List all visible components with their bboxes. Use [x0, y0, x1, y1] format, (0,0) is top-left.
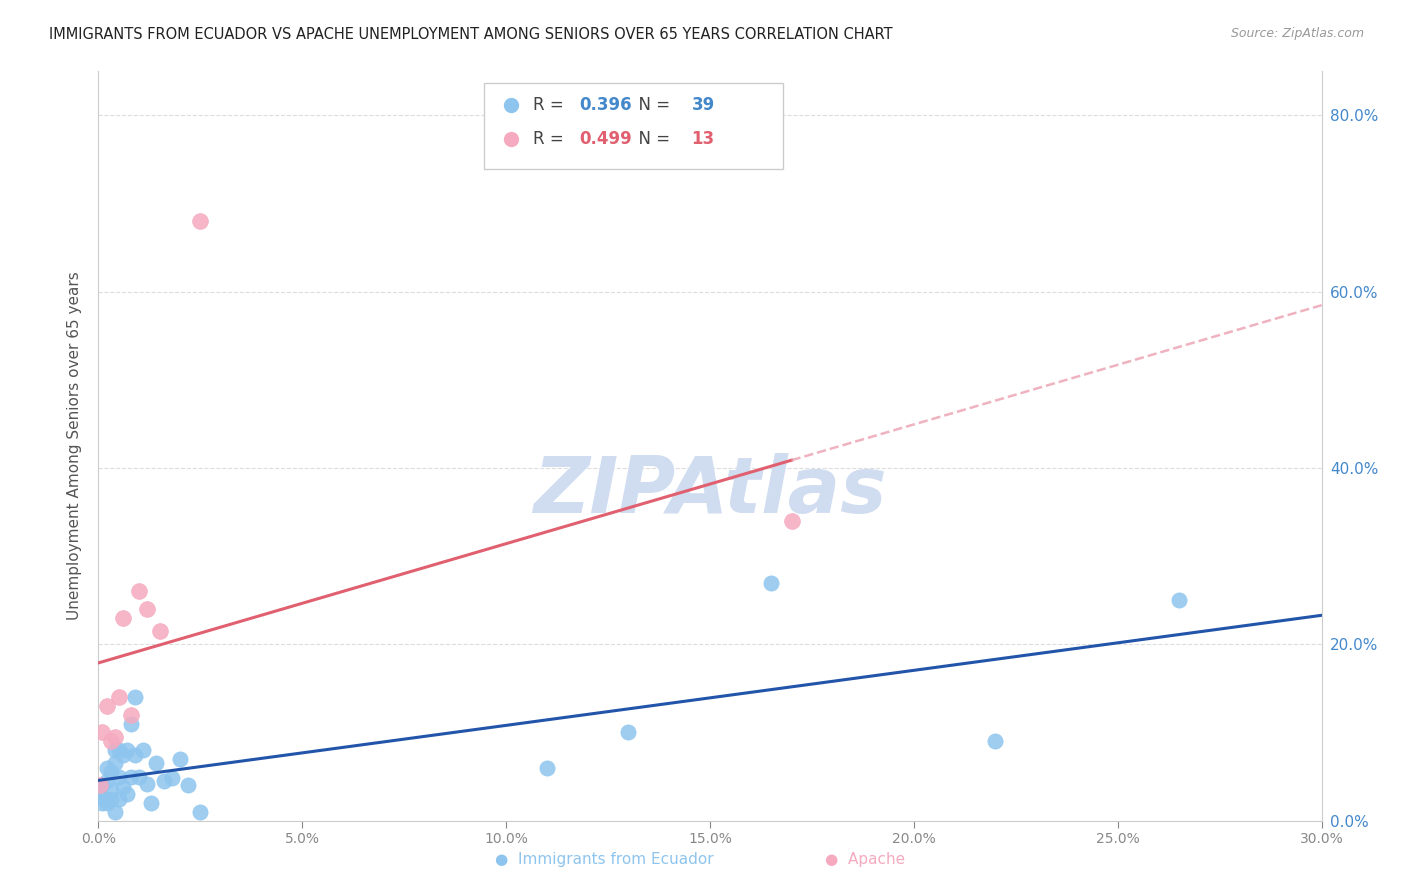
Point	[108, 770, 131, 784]
Point	[120, 716, 142, 731]
Point	[104, 756, 127, 771]
Point	[120, 707, 142, 722]
Point	[188, 805, 212, 819]
Point	[120, 770, 142, 784]
Point	[169, 752, 191, 766]
Point	[111, 780, 134, 794]
Text: 0.396: 0.396	[579, 96, 631, 114]
Point	[115, 743, 138, 757]
Point	[96, 699, 118, 714]
Point	[104, 805, 127, 819]
Point	[104, 743, 127, 757]
Point	[136, 602, 159, 616]
Point	[111, 611, 134, 625]
Point	[124, 690, 146, 705]
Text: ZIPAtlas: ZIPAtlas	[533, 453, 887, 529]
Point	[761, 575, 783, 590]
Point	[104, 730, 127, 744]
Point	[780, 514, 803, 528]
Point	[152, 774, 174, 789]
Text: ●  Apache: ● Apache	[825, 852, 904, 867]
Point	[100, 734, 122, 748]
Point	[89, 787, 111, 801]
Point	[91, 796, 114, 810]
Point	[141, 796, 163, 810]
Point	[100, 791, 122, 805]
Point	[128, 770, 150, 784]
Point	[115, 787, 138, 801]
Point	[89, 778, 111, 792]
Text: ●  Immigrants from Ecuador: ● Immigrants from Ecuador	[495, 852, 714, 867]
Point	[1167, 593, 1189, 607]
Point	[108, 791, 131, 805]
Point	[91, 725, 114, 739]
Text: N =: N =	[628, 96, 675, 114]
Point	[100, 782, 122, 797]
Text: 0.499: 0.499	[579, 130, 631, 148]
Point	[124, 747, 146, 762]
Point	[93, 791, 115, 805]
Point	[96, 774, 118, 789]
Point	[617, 725, 640, 739]
Text: R =: R =	[533, 96, 568, 114]
Text: 13: 13	[692, 130, 714, 148]
Text: N =: N =	[628, 130, 675, 148]
Text: IMMIGRANTS FROM ECUADOR VS APACHE UNEMPLOYMENT AMONG SENIORS OVER 65 YEARS CORRE: IMMIGRANTS FROM ECUADOR VS APACHE UNEMPL…	[49, 27, 893, 42]
Point	[96, 761, 118, 775]
Text: Source: ZipAtlas.com: Source: ZipAtlas.com	[1230, 27, 1364, 40]
Point	[108, 743, 131, 757]
Point	[136, 776, 159, 790]
Point	[91, 778, 114, 792]
Point	[132, 743, 155, 757]
Point	[108, 690, 131, 705]
Point	[188, 214, 212, 228]
Y-axis label: Unemployment Among Seniors over 65 years: Unemployment Among Seniors over 65 years	[66, 272, 82, 620]
Point	[160, 772, 183, 786]
Point	[149, 624, 172, 639]
Point	[100, 765, 122, 780]
Point	[96, 796, 118, 810]
Point	[984, 734, 1007, 748]
Text: 39: 39	[692, 96, 714, 114]
Point	[111, 747, 134, 762]
Text: R =: R =	[533, 130, 568, 148]
Point	[145, 756, 167, 771]
Point	[536, 761, 558, 775]
FancyBboxPatch shape	[484, 83, 783, 169]
Point	[128, 584, 150, 599]
Point	[177, 778, 200, 792]
